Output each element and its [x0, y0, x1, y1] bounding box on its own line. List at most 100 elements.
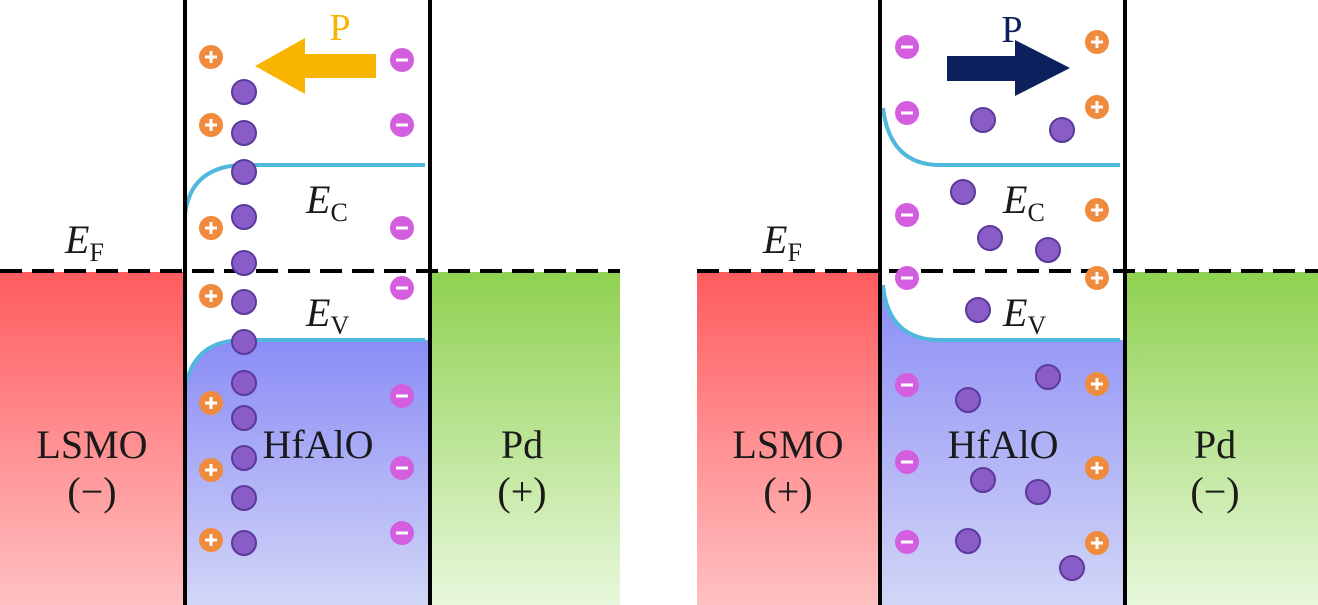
charge-circle [1035, 364, 1061, 390]
fermi-label: EF [762, 217, 802, 267]
vacancy [1049, 117, 1075, 143]
symbol: E [1002, 177, 1027, 222]
conduction-band [881, 107, 1120, 167]
subscript: C [330, 198, 347, 227]
fermi-label: EF [64, 217, 104, 267]
charge-circle [231, 485, 257, 511]
positive-charge [1085, 198, 1109, 222]
insulator-name: HfAlO [947, 422, 1058, 467]
subscript: C [1027, 198, 1044, 227]
vacancy [231, 289, 257, 315]
negative-charge [390, 456, 414, 480]
charge-circle [1035, 237, 1061, 263]
positive-charge [199, 216, 223, 240]
symbol: E [762, 217, 787, 262]
pd-region [1125, 272, 1318, 605]
positive-charge [1085, 266, 1109, 290]
charge-circle [231, 204, 257, 230]
negative-charge [895, 450, 919, 474]
electrode-name: LSMO [36, 422, 147, 467]
vacancy [231, 120, 257, 146]
positive-charge [1085, 372, 1109, 396]
charge-circle [1049, 117, 1075, 143]
vacancy [955, 528, 981, 554]
negative-charge [390, 216, 414, 240]
vacancy [1059, 555, 1085, 581]
vacancy [955, 387, 981, 413]
symbol: E [1002, 290, 1027, 335]
charge-circle [977, 225, 1003, 251]
charge-circle [970, 107, 996, 133]
positive-charge [199, 113, 223, 137]
negative-charge [895, 266, 919, 290]
lsmo-region [697, 272, 880, 605]
charge-circle [231, 445, 257, 471]
charge-circle [965, 297, 991, 323]
electrode-sign: (+) [763, 469, 812, 514]
electrode-name: Pd [501, 422, 543, 467]
pd-region [430, 272, 620, 605]
charge-circle [231, 405, 257, 431]
vacancy [970, 467, 996, 493]
insulator-name: HfAlO [262, 422, 373, 467]
negative-charge [390, 48, 414, 72]
negative-charge [390, 113, 414, 137]
subscript: F [89, 238, 103, 267]
vacancy [231, 405, 257, 431]
subscript: V [330, 311, 349, 340]
positive-charge [199, 391, 223, 415]
vacancy [970, 107, 996, 133]
conduction-label: EC [305, 177, 348, 227]
charge-circle [231, 370, 257, 396]
vacancy [1025, 479, 1051, 505]
valence-fill [880, 280, 1125, 605]
charge-circle [955, 528, 981, 554]
negative-charge [390, 521, 414, 545]
negative-charge [895, 373, 919, 397]
vacancy [1035, 237, 1061, 263]
vacancy [231, 485, 257, 511]
electrode-name: LSMO [732, 422, 843, 467]
polarization-label: P [329, 7, 350, 49]
valence-label: EV [1002, 290, 1046, 340]
valence-label: EV [305, 290, 349, 340]
charge-circle [231, 250, 257, 276]
vacancy [965, 297, 991, 323]
positive-charge [1085, 456, 1109, 480]
vacancy [231, 250, 257, 276]
charge-circle [231, 159, 257, 185]
electrode-sign: (+) [497, 469, 546, 514]
negative-charge [390, 384, 414, 408]
negative-charge [895, 101, 919, 125]
electrode-name: Pd [1194, 422, 1236, 467]
charge-circle [231, 329, 257, 355]
charge-circle [950, 179, 976, 205]
charge-circle [231, 289, 257, 315]
vacancy [231, 370, 257, 396]
positive-charge [199, 45, 223, 69]
positive-charge [1085, 531, 1109, 555]
negative-charge [895, 203, 919, 227]
charge-circle [231, 120, 257, 146]
electrode-sign: (−) [1190, 469, 1239, 514]
vacancy [977, 225, 1003, 251]
vacancy [231, 329, 257, 355]
negative-charge [895, 35, 919, 59]
vacancy [231, 159, 257, 185]
electrode-sign: (−) [67, 469, 116, 514]
charge-circle [955, 387, 981, 413]
positive-charge [199, 528, 223, 552]
negative-charge [390, 276, 414, 300]
subscript: F [787, 238, 801, 267]
symbol: E [64, 217, 89, 262]
charge-circle [231, 79, 257, 105]
charges [199, 30, 1109, 581]
positive-charge [1085, 30, 1109, 54]
charge-circle [231, 530, 257, 556]
conduction-label: EC [1002, 177, 1045, 227]
subscript: V [1027, 311, 1046, 340]
vacancy [231, 445, 257, 471]
vacancy [1035, 364, 1061, 390]
polarization-arrow [255, 38, 376, 94]
